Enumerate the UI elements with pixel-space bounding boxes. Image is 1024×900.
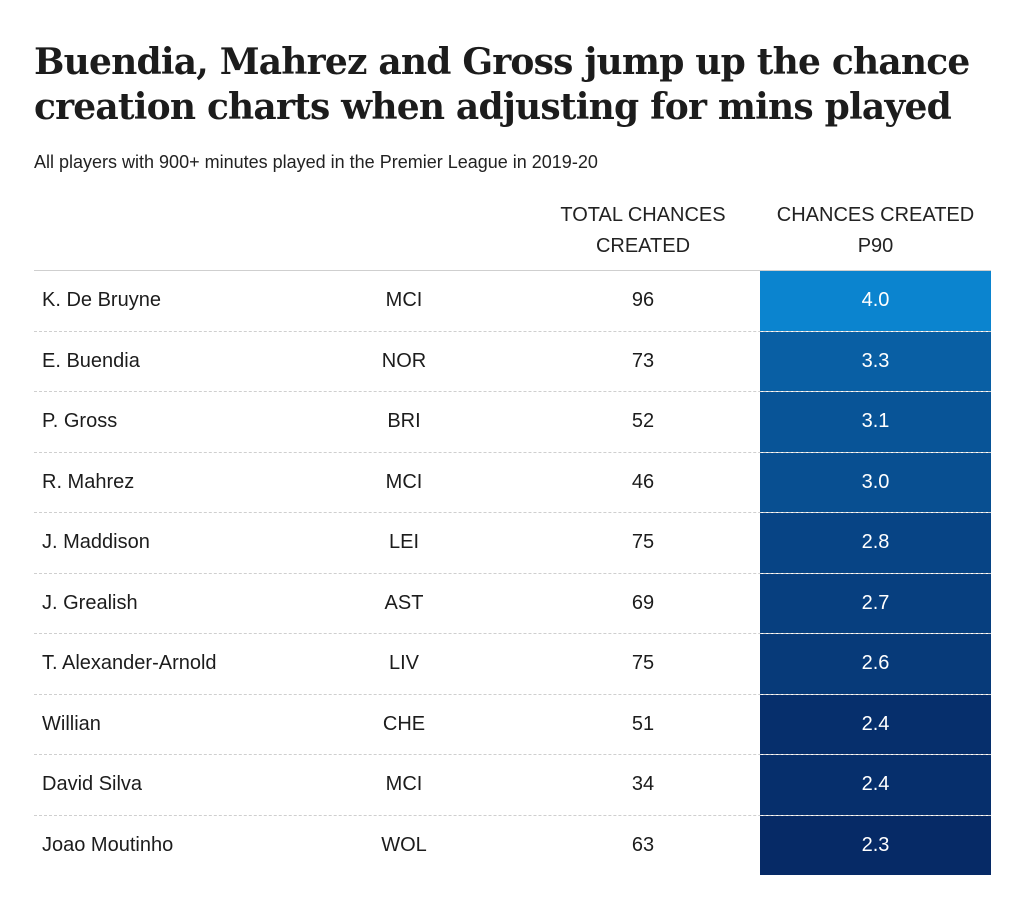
team-code: NOR [381,349,427,372]
player-name: David Silva [42,773,143,795]
player-name: P. Gross [42,410,118,432]
total-chances-value: 51 [631,712,655,735]
team-code: MCI [385,773,423,795]
total-chances-value: 75 [631,531,655,553]
total-chances-value: 73 [631,349,655,372]
chances-p90-cell: 3.1 [760,392,991,452]
team-code: MCI [385,470,423,493]
total-chances-value: 63 [631,833,655,856]
team-code: AST [384,591,424,614]
table-row: E. Buendia NOR 73 3.3 [34,331,991,392]
table-header: TOTAL CHANCES CREATED CHANCES CREATED P9… [34,196,991,271]
player-name: T. Alexander-Arnold [42,652,217,674]
team-code: MCI [385,289,423,311]
player-name: Joao Moutinho [42,833,174,856]
total-chances-value: 96 [631,289,655,311]
table-row: Joao Moutinho WOL 63 2.3 [34,815,991,875]
chances-p90-cell: 2.4 [760,755,991,815]
chances-p90-cell: 2.3 [760,815,991,875]
chances-p90-cell: 3.3 [760,331,991,391]
player-name: R. Mahrez [42,470,135,493]
chart-title: Buendia, Mahrez and Gross jump up the ch… [34,41,970,128]
chances-p90-cell: 2.8 [760,513,991,573]
team-code: WOL [381,833,427,856]
table-row: T. Alexander-Arnold LIV 75 2.6 [34,634,991,695]
table-row: P. Gross BRI 52 3.1 [34,392,991,453]
player-name: E. Buendia [42,349,140,372]
player-name: Willian [42,712,101,735]
chart-subtitle: All players with 900+ minutes played in … [34,152,598,172]
team-code: BRI [387,410,421,432]
table-row: Willian CHE 51 2.4 [34,694,991,755]
chances-p90-cell: 4.0 [760,271,991,331]
table-row: J. Grealish AST 69 2.7 [34,573,991,634]
table-row: R. Mahrez MCI 46 3.0 [34,452,991,513]
player-name: K. De Bruyne [42,289,161,311]
total-chances-value: 69 [631,591,655,614]
chances-p90-cell: 2.4 [760,694,991,754]
table-row: J. Maddison LEI 75 2.8 [34,513,991,574]
chances-p90-cell: 3.0 [760,452,991,512]
table-body: K. De Bruyne MCI 96 4.0 E. Buendia NOR 73 3.3 P.… [34,271,991,875]
table-row: K. De Bruyne MCI 96 4.0 [34,271,991,332]
table-row: David Silva MCI 34 2.4 [34,755,991,816]
chance-creation-table: TOTAL CHANCES CREATED CHANCES CREATED P9… [34,196,991,875]
team-code: CHE [382,712,426,735]
total-chances-value: 34 [631,773,655,795]
player-name: J. Grealish [42,591,138,614]
header-chances-p90: CHANCES CREATED P90 [776,204,975,257]
player-name: J. Maddison [42,531,150,553]
header-total-chances: TOTAL CHANCES CREATED [560,204,726,257]
total-chances-value: 75 [631,652,655,674]
chances-p90-cell: 2.6 [760,634,991,694]
team-code: LIV [388,652,420,674]
total-chances-value: 52 [631,410,655,432]
team-code: LEI [388,531,420,553]
chances-p90-cell: 2.7 [760,573,991,633]
total-chances-value: 46 [631,470,655,493]
